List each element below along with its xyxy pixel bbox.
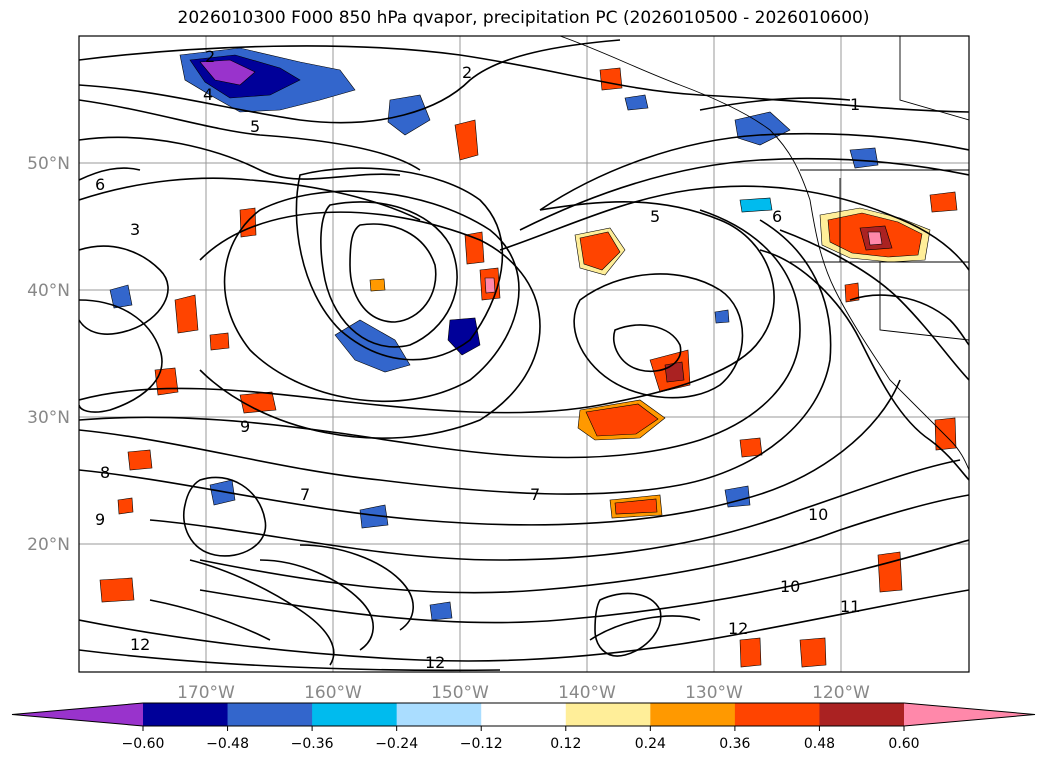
latitude-labels: 50°N 40°N 30°N 20°N xyxy=(27,154,70,555)
contour-labels: 2 4 5 6 1 2 5 6 3 9 8 7 10 12 10 12 11 1… xyxy=(95,47,860,672)
svg-text:7: 7 xyxy=(530,485,540,504)
lon-label: 140°W xyxy=(558,683,616,703)
colorbar-tick-label: 0.48 xyxy=(804,736,835,752)
svg-text:8: 8 xyxy=(100,463,110,482)
colorbar-segment xyxy=(396,703,482,726)
svg-text:7: 7 xyxy=(300,485,310,504)
colorbar-extend-min xyxy=(12,703,143,726)
svg-text:12: 12 xyxy=(425,653,445,672)
svg-text:5: 5 xyxy=(250,117,260,136)
lat-label: 30°N xyxy=(27,408,70,428)
positive-precip-areas xyxy=(99,67,958,668)
colorbar-extend-max xyxy=(904,703,1035,726)
colorbar-segment xyxy=(312,703,398,726)
svg-text:1: 1 xyxy=(850,95,860,114)
colorbar: −0.60 −0.48 −0.36 −0.24 −0.12 0.12 0.24 0.36 0.4… xyxy=(11,702,1036,752)
colorbar-segment xyxy=(734,703,820,726)
lon-label: 130°W xyxy=(685,683,743,703)
lon-label: 170°W xyxy=(177,683,235,703)
colorbar-tick-label: −0.36 xyxy=(291,736,334,752)
colorbar-segment xyxy=(819,703,905,726)
colorbar-tick-label: −0.24 xyxy=(375,736,418,752)
lat-label: 20°N xyxy=(27,535,70,555)
svg-text:6: 6 xyxy=(95,175,105,194)
qvapor-contours xyxy=(79,39,969,672)
colorbar-tick-label: 0.36 xyxy=(719,736,750,752)
lon-label: 150°W xyxy=(431,683,489,703)
svg-text:3: 3 xyxy=(130,220,140,239)
svg-text:2: 2 xyxy=(462,63,472,82)
colorbar-segment xyxy=(650,703,736,726)
colorbar-tick-label: −0.60 xyxy=(122,736,165,752)
svg-text:5: 5 xyxy=(650,207,660,226)
svg-text:10: 10 xyxy=(780,577,800,596)
lat-label: 50°N xyxy=(27,154,70,174)
colorbar-tick-label: 0.60 xyxy=(888,736,919,752)
colorbar-segment xyxy=(481,703,567,726)
lon-label: 160°W xyxy=(304,683,362,703)
colorbar-segment xyxy=(227,703,313,726)
svg-text:10: 10 xyxy=(808,505,828,524)
colorbar-tick-label: −0.48 xyxy=(206,736,249,752)
lat-label: 40°N xyxy=(27,281,70,301)
svg-text:4: 4 xyxy=(203,85,213,104)
svg-text:12: 12 xyxy=(130,635,150,654)
longitude-labels: 170°W 160°W 150°W 140°W 130°W 120°W xyxy=(177,683,870,703)
svg-text:2: 2 xyxy=(205,47,215,66)
svg-text:9: 9 xyxy=(95,510,105,529)
svg-text:9: 9 xyxy=(240,417,250,436)
colorbar-tick-label: −0.12 xyxy=(460,736,503,752)
colorbar-segment xyxy=(565,703,651,726)
lon-label: 120°W xyxy=(812,683,870,703)
coastlines xyxy=(559,36,969,471)
map-frame xyxy=(78,35,970,673)
colorbar-tick-label: 0.12 xyxy=(550,736,581,752)
colorbar-tick-label: 0.24 xyxy=(635,736,666,752)
colorbar-segment xyxy=(143,703,229,726)
svg-text:6: 6 xyxy=(772,207,782,226)
svg-text:12: 12 xyxy=(728,619,748,638)
svg-text:11: 11 xyxy=(840,597,860,616)
figure-title: 2026010300 F000 850 hPa qvapor, precipit… xyxy=(177,8,870,28)
